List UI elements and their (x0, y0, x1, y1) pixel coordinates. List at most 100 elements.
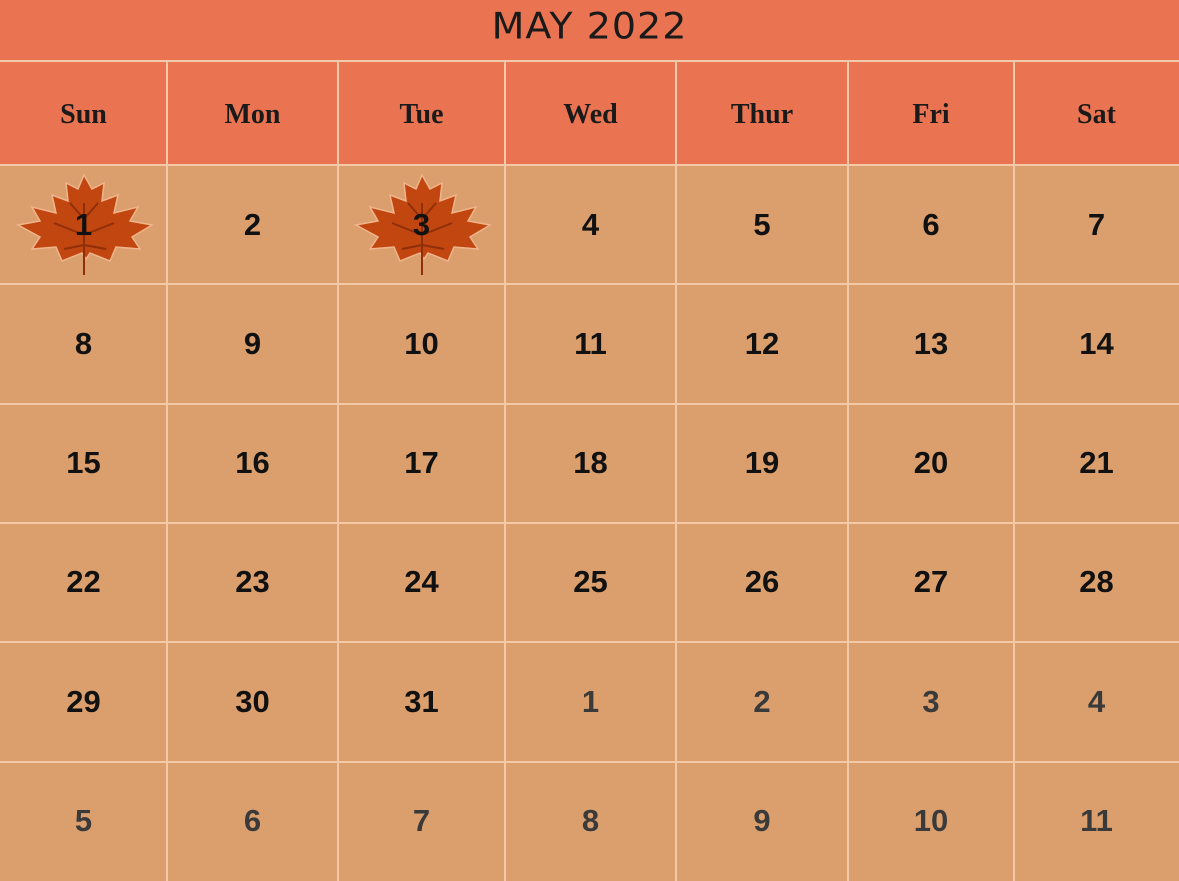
day-number: 28 (1079, 564, 1114, 600)
day-cell[interactable]: 3 (848, 642, 1014, 761)
day-cell[interactable]: 26 (676, 523, 848, 642)
row-divider (0, 60, 1179, 62)
day-number: 18 (573, 445, 608, 481)
day-number: 26 (744, 564, 780, 600)
day-number: 8 (74, 325, 93, 361)
row-divider (0, 641, 1179, 643)
day-cell[interactable]: 27 (848, 523, 1014, 642)
day-number: 10 (404, 325, 439, 361)
day-number: 9 (243, 325, 262, 361)
adjacent-month-day-number: 9 (753, 803, 771, 838)
adjacent-month-day-number: 5 (74, 803, 93, 838)
day-cell[interactable]: 28 (1014, 523, 1179, 642)
day-number: 5 (753, 206, 771, 242)
day-cell[interactable]: 10 (338, 284, 505, 403)
day-number: 29 (66, 683, 101, 719)
day-cell[interactable]: 24 (338, 523, 505, 642)
day-cell[interactable]: 2 (676, 642, 848, 761)
day-number: 16 (235, 445, 270, 481)
weekday-fri: Fri (912, 99, 950, 130)
adjacent-month-day-number: 3 (922, 683, 940, 719)
calendar-title: MAY 2022 (491, 5, 688, 47)
day-cell[interactable]: 21 (1014, 404, 1179, 523)
column-divider (1013, 62, 1015, 881)
day-cell[interactable]: 3 (338, 165, 505, 284)
row-divider (0, 522, 1179, 524)
weekday-sun: Sun (60, 99, 107, 130)
day-number: 17 (404, 445, 439, 481)
day-number: 22 (66, 564, 101, 600)
day-number: 4 (581, 206, 600, 242)
column-divider (847, 62, 849, 881)
day-cell[interactable]: 16 (167, 404, 338, 523)
day-cell[interactable]: 4 (505, 165, 676, 284)
day-cell[interactable]: 8 (0, 284, 167, 403)
maple-leaf-icon (14, 172, 154, 277)
day-cell[interactable]: 25 (505, 523, 676, 642)
day-number: 11 (574, 325, 607, 361)
weekday-wed: Wed (563, 99, 618, 130)
day-cell[interactable]: 10 (848, 762, 1014, 881)
day-cell[interactable]: 5 (0, 762, 167, 881)
day-cell[interactable]: 22 (0, 523, 167, 642)
day-cell[interactable]: 19 (676, 404, 848, 523)
column-divider (504, 62, 506, 881)
row-divider (0, 761, 1179, 763)
adjacent-month-day-number: 6 (243, 803, 262, 838)
day-cell[interactable]: 7 (1014, 165, 1179, 284)
day-cell[interactable]: 2 (167, 165, 338, 284)
day-number: 12 (744, 325, 780, 361)
day-number: 31 (404, 683, 439, 719)
calendar-grid: 1 2 3 4 5 6 7 8 9 10 11 12 13 14 15 16 17 18 19 20 21 22 23 24 2… (0, 165, 1179, 881)
day-cell[interactable]: 6 (167, 762, 338, 881)
column-divider (166, 62, 168, 881)
day-cell[interactable]: 18 (505, 404, 676, 523)
weekday-header-row (0, 62, 1179, 165)
maple-leaf-icon (352, 172, 492, 277)
day-number: 25 (573, 564, 608, 600)
day-cell[interactable]: 31 (338, 642, 505, 761)
row-divider (0, 403, 1179, 405)
day-cell[interactable]: 6 (848, 165, 1014, 284)
day-cell[interactable]: 1 (0, 165, 167, 284)
adjacent-month-day-number: 7 (412, 803, 431, 838)
day-cell[interactable]: 4 (1014, 642, 1179, 761)
adjacent-month-day-number: 8 (581, 803, 600, 838)
row-divider (0, 164, 1179, 166)
weekday-mon: Mon (224, 99, 281, 130)
day-cell[interactable]: 13 (848, 284, 1014, 403)
day-cell[interactable]: 9 (167, 284, 338, 403)
day-number: 24 (404, 564, 439, 600)
day-cell[interactable]: 15 (0, 404, 167, 523)
day-number: 23 (235, 564, 270, 600)
day-cell[interactable]: 29 (0, 642, 167, 761)
adjacent-month-day-number: 1 (581, 683, 600, 719)
day-cell[interactable]: 14 (1014, 284, 1179, 403)
day-cell[interactable]: 9 (676, 762, 848, 881)
day-cell[interactable]: 20 (848, 404, 1014, 523)
day-cell[interactable]: 5 (676, 165, 848, 284)
day-number: 7 (1087, 206, 1106, 242)
adjacent-month-day-number: 2 (753, 683, 771, 719)
adjacent-month-day-number: 10 (913, 803, 949, 838)
column-divider (337, 62, 339, 881)
column-divider (675, 62, 677, 881)
day-cell[interactable]: 8 (505, 762, 676, 881)
day-number: 21 (1079, 445, 1114, 481)
day-cell[interactable]: 11 (1014, 762, 1179, 881)
day-number: 1 (74, 206, 93, 242)
weekday-thur: Thur (730, 99, 794, 130)
day-number: 2 (243, 206, 262, 242)
day-number: 30 (235, 683, 270, 719)
day-number: 15 (66, 445, 101, 481)
day-cell[interactable]: 23 (167, 523, 338, 642)
day-cell[interactable]: 12 (676, 284, 848, 403)
adjacent-month-day-number: 4 (1087, 683, 1106, 719)
day-cell[interactable]: 30 (167, 642, 338, 761)
weekday-sat: Sat (1077, 99, 1116, 130)
day-cell[interactable]: 17 (338, 404, 505, 523)
adjacent-month-day-number: 11 (1080, 803, 1113, 838)
day-cell[interactable]: 1 (505, 642, 676, 761)
day-cell[interactable]: 7 (338, 762, 505, 881)
day-cell[interactable]: 11 (505, 284, 676, 403)
